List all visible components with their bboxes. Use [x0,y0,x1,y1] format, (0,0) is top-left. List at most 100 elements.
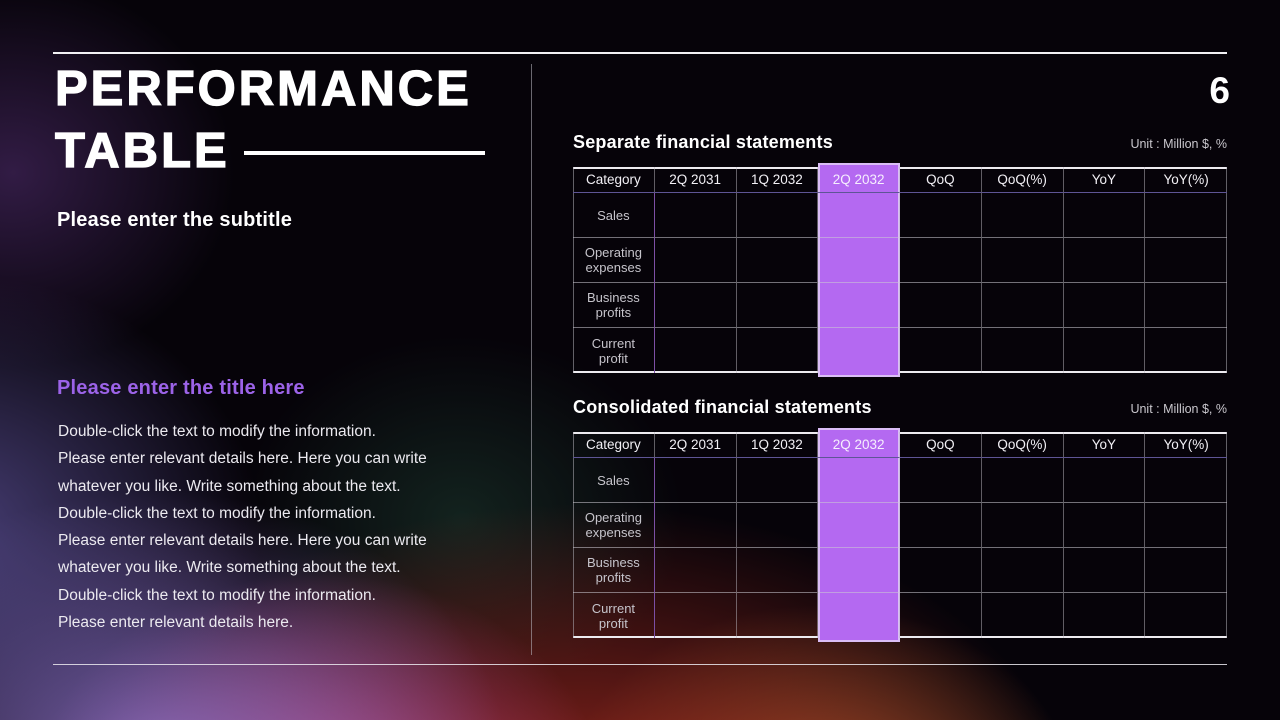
table-cell-empty [1145,193,1227,238]
column-header-category: Category [573,167,655,193]
table-cell-empty [818,593,900,638]
column-header-category: Category [573,432,655,458]
table-cell-empty [1145,593,1227,638]
table-border-top [573,432,1227,434]
body-text-line: Please enter relevant details here. Here… [58,450,427,468]
table-consolidated-financial: Category 2Q 2031 1Q 2032 2Q 2032 QoQ QoQ(%) Yo… [573,428,1227,642]
table-cell-empty [982,593,1064,638]
table-cell-empty [1063,193,1146,238]
table-border-bottom [573,371,1227,373]
table-cell-empty [981,503,1064,548]
table-cell-empty [1064,593,1146,638]
table-border-right [1226,167,1227,373]
table-cell-empty [737,328,819,373]
column-header-qoq: QoQ [900,167,982,193]
column-header-2q-2031: 2Q 2031 [654,432,737,458]
table-cell-empty [981,458,1064,503]
row-label-current-profit: Current profit [573,593,655,638]
table-cell-empty [900,238,982,283]
table-cell-empty [1063,283,1146,328]
table-cell-empty [818,548,900,593]
table-cell-empty [818,193,900,238]
vertical-divider-line [531,64,532,655]
table-cell-empty [900,193,982,238]
body-text-line: Double-click the text to modify the info… [58,423,376,440]
table-title-separate: Separate financial statements [573,132,833,152]
table-cell-empty [654,193,737,238]
table-cell-empty [654,548,737,593]
table-cell-empty [1145,283,1227,328]
table-cell-empty [654,503,737,548]
body-text-line: whatever you like. Write something about… [58,477,401,495]
page-title-line2: TABLE [54,123,230,178]
table-cell-empty [900,593,982,638]
table-cell-empty [981,193,1064,238]
column-header-2q-2032: 2Q 2032 [818,167,900,193]
column-header-1q-2032: 1Q 2032 [736,432,819,458]
table-cell-empty [900,458,982,503]
table-cell-empty [737,593,819,638]
table-border-left [573,432,574,638]
body-text-line: Double-click the text to modify the info… [58,586,376,604]
body-text-line: Please enter relevant details here. Here… [58,532,427,550]
column-header-yoy: YoY(%) [1145,167,1227,193]
table-cell-empty [900,328,982,373]
column-header-qoq: QoQ(%) [981,167,1064,193]
row-label-business-profits: Business profits [573,548,655,593]
unit-label-separate: Unit : Million $, % [1130,137,1227,151]
table-cell-empty [900,283,982,328]
section-header-consolidated: Consolidated financial statements Unit :… [573,396,1227,418]
table-cell-empty [981,283,1064,328]
table-cell-empty [736,283,819,328]
table-cell-empty [736,503,819,548]
table-cell-empty [818,283,900,328]
table-grid-consolidated: Category 2Q 2031 1Q 2032 2Q 2032 QoQ QoQ(%) Yo… [573,432,1227,638]
table-cell-empty [818,328,900,373]
bottom-rule [53,664,1227,665]
table-cell-empty [655,593,737,638]
table-border-left [573,167,574,373]
table-cell-empty [1063,458,1146,503]
table-cell-empty [982,328,1064,373]
table-cell-empty [736,458,819,503]
column-header-yoy: YoY [1063,167,1146,193]
table-cell-empty [818,503,900,548]
column-header-yoy: YoY(%) [1145,432,1227,458]
table-cell-empty [1064,328,1146,373]
column-header-yoy: YoY [1063,432,1146,458]
title-underline [243,151,485,155]
column-header-1q-2032: 1Q 2032 [736,167,819,193]
table-cell-empty [900,548,982,593]
row-label-sales: Sales [573,458,655,503]
table-title-consolidated: Consolidated financial statements [573,397,872,417]
row-label-business-profits: Business profits [573,283,655,328]
body-text-line: Double-click the text to modify the info… [58,504,376,522]
table-cell-empty [736,193,819,238]
row-label-operating-expenses: Operating expenses [573,238,655,283]
table-cell-empty [1145,458,1227,503]
table-cell-empty [818,238,900,283]
table-cell-empty [1145,238,1227,283]
table-cell-empty [818,458,900,503]
table-separate-financial: Category 2Q 2031 1Q 2032 2Q 2032 QoQ QoQ(%) Yo… [573,163,1227,377]
unit-label-consolidated: Unit : Million $, % [1130,402,1227,416]
table-grid-separate: Category 2Q 2031 1Q 2032 2Q 2032 QoQ QoQ(%) Yo… [573,167,1227,373]
table-cell-empty [981,548,1064,593]
table-cell-empty [654,238,737,283]
body-section-title: Please enter the title here [57,377,305,399]
row-label-sales: Sales [573,193,655,238]
column-header-qoq: QoQ(%) [981,432,1064,458]
column-header-2q-2031: 2Q 2031 [654,167,737,193]
table-cell-empty [900,503,982,548]
table-border-bottom [573,636,1227,638]
section-header-separate: Separate financial statements Unit : Mil… [573,131,1227,153]
table-cell-empty [1063,548,1146,593]
table-cell-empty [655,328,737,373]
table-cell-empty [736,548,819,593]
table-cell-empty [1145,548,1227,593]
page-number: 6 [1209,70,1230,111]
slide-subtitle: Please enter the subtitle [57,209,293,231]
page-title: PERFORMANCE TABLE [54,58,485,182]
body-text-block: Double-click the text to modify the info… [58,418,478,636]
table-cell-empty [1145,328,1227,373]
